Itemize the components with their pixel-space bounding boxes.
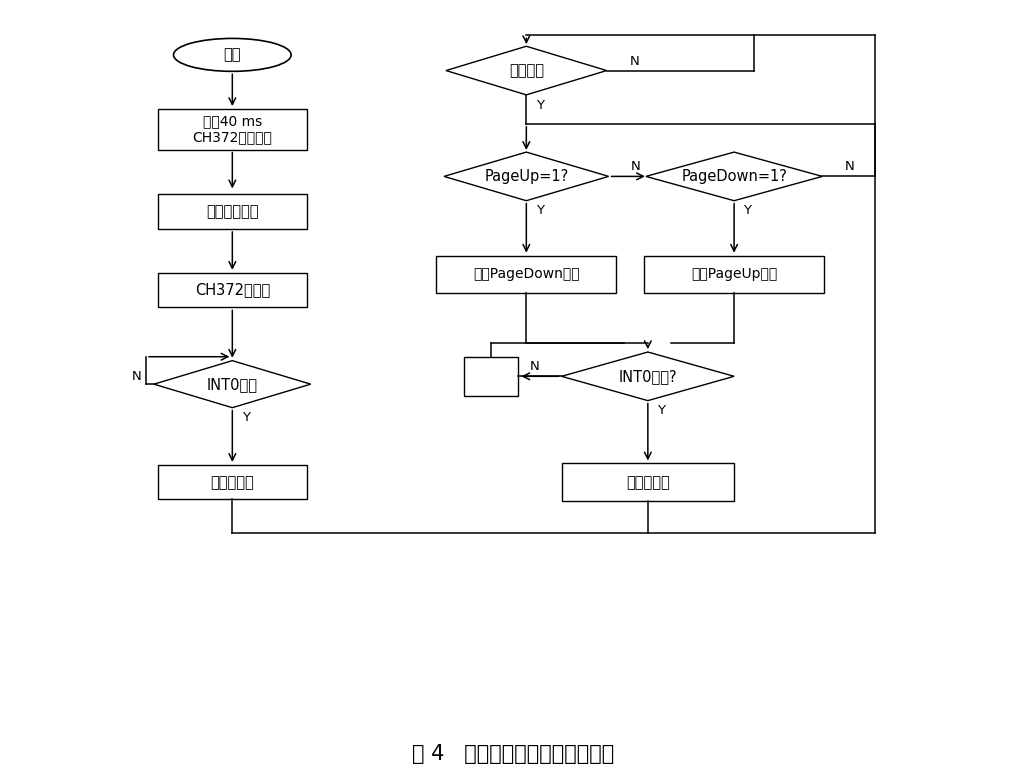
Text: CH372初始化: CH372初始化 [195, 282, 270, 298]
Polygon shape [646, 152, 822, 201]
Text: N: N [844, 161, 855, 173]
Ellipse shape [173, 38, 291, 71]
Text: INT0中断: INT0中断 [207, 376, 258, 392]
Text: Y: Y [744, 205, 751, 217]
Text: N: N [529, 361, 539, 373]
Bar [158, 194, 307, 229]
Text: Y: Y [536, 99, 544, 111]
Bar [464, 357, 518, 396]
Text: N: N [131, 370, 142, 383]
Text: 中断子程序: 中断子程序 [626, 474, 670, 490]
Text: 单片机初始化: 单片机初始化 [206, 204, 259, 220]
Text: 等待40 ms
CH372上电完成: 等待40 ms CH372上电完成 [193, 114, 272, 144]
Text: 图 4   单片机本地端主程序流程图: 图 4 单片机本地端主程序流程图 [411, 744, 615, 764]
Bar [158, 273, 307, 307]
Text: PageDown=1?: PageDown=1? [681, 169, 787, 184]
Polygon shape [154, 361, 311, 408]
Polygon shape [446, 46, 606, 95]
Text: Y: Y [658, 405, 665, 417]
Text: N: N [631, 161, 641, 173]
Bar [561, 463, 734, 501]
Bar [158, 465, 307, 499]
Text: Y: Y [242, 412, 249, 424]
Text: 枚举完成: 枚举完成 [509, 63, 544, 78]
Text: 上传PageUp键值: 上传PageUp键值 [690, 267, 778, 281]
Polygon shape [444, 152, 608, 201]
Text: PageUp=1?: PageUp=1? [484, 169, 568, 184]
Text: N: N [629, 55, 639, 67]
Text: 上传PageDown键值: 上传PageDown键值 [473, 267, 580, 281]
Polygon shape [561, 352, 734, 401]
Bar [158, 109, 307, 150]
Bar [436, 256, 617, 293]
Text: INT0中断?: INT0中断? [619, 368, 677, 384]
Text: 中断子程序: 中断子程序 [210, 474, 254, 490]
Text: 开始: 开始 [224, 47, 241, 63]
Bar [644, 256, 824, 293]
Text: Y: Y [536, 205, 544, 217]
